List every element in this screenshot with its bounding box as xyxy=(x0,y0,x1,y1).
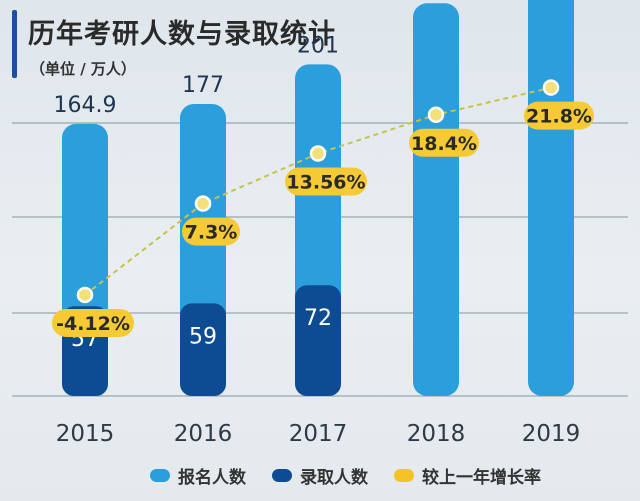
legend: 报名人数 录取人数 较上一年增长率 xyxy=(150,463,541,488)
bar-applicants-2019 xyxy=(528,0,574,396)
growth-label-2019: 21.8% xyxy=(526,106,592,128)
x-tick-2018: 2018 xyxy=(407,421,466,447)
growth-pill-2016 xyxy=(182,217,240,246)
growth-label-2017: 13.56% xyxy=(286,172,365,194)
label-admitted-2016: 59 xyxy=(189,324,217,349)
bar-admitted-2017 xyxy=(295,285,341,396)
growth-label-2018: 18.4% xyxy=(411,133,477,155)
growth-pill-2017 xyxy=(285,167,367,196)
label-applicants-2016: 177 xyxy=(182,73,224,98)
bar-admitted-2016 xyxy=(180,303,226,396)
x-tick-2019: 2019 xyxy=(522,421,581,447)
growth-pill-2015 xyxy=(52,308,134,337)
x-tick-2017: 2017 xyxy=(289,421,348,447)
growth-label-2015: -4.12% xyxy=(56,313,130,335)
growth-label-2016: 7.3% xyxy=(185,222,238,244)
legend-label-admitted: 录取人数 xyxy=(300,468,368,488)
chart-subtitle: （单位 / 万人） xyxy=(30,60,136,78)
growth-point-2015 xyxy=(76,286,94,304)
label-applicants-2017: 201 xyxy=(297,33,339,58)
growth-point-2016 xyxy=(194,195,212,212)
x-tick-2015: 2015 xyxy=(56,421,115,447)
legend-swatch-admitted xyxy=(272,469,292,482)
growth-pill-2019 xyxy=(524,101,594,130)
bar-applicants-2018 xyxy=(413,3,459,397)
legend-swatch-applicants xyxy=(150,469,170,482)
legend-swatch-growth xyxy=(394,469,414,482)
x-tick-2016: 2016 xyxy=(174,421,233,447)
label-admitted-2017: 72 xyxy=(304,306,332,331)
growth-point-2018 xyxy=(427,106,445,124)
label-applicants-2015: 164.9 xyxy=(54,93,117,118)
title-accent-bar xyxy=(12,10,17,78)
legend-item-growth: 较上一年增长率 xyxy=(394,463,541,488)
legend-label-growth: 较上一年增长率 xyxy=(422,468,541,488)
growth-point-2017 xyxy=(309,145,327,162)
legend-item-applicants: 报名人数 xyxy=(150,463,246,488)
growth-point-2019 xyxy=(542,79,560,96)
growth-pill-2018 xyxy=(409,128,479,157)
legend-item-admitted: 录取人数 xyxy=(272,463,368,488)
chart-title: 历年考研人数与录取统计 xyxy=(28,19,336,50)
legend-label-applicants: 报名人数 xyxy=(178,468,246,488)
